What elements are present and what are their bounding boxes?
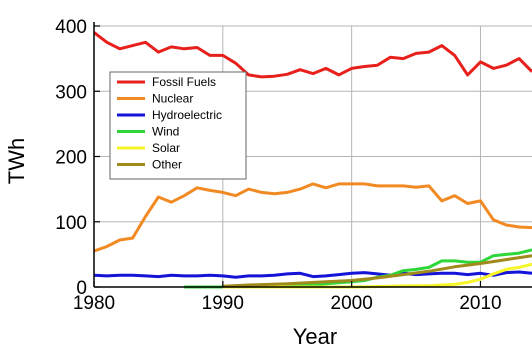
plot-frame [93, 22, 532, 288]
legend-label: Fossil Fuels [152, 75, 216, 89]
series-line-nuclear [93, 182, 532, 253]
series-line-wind [184, 248, 532, 289]
legend-label: Nuclear [152, 92, 193, 106]
series-line-hydroelectric [93, 270, 532, 279]
legend-box [109, 71, 247, 180]
x-tick-labels: 1980 1990 2000 2010 [73, 293, 502, 314]
x-tick-label: 1980 [73, 293, 115, 314]
series-line-fossil-fuels [93, 31, 532, 79]
x-tick-label: 2000 [331, 293, 373, 314]
x-tick-label: 1990 [202, 293, 244, 314]
legend: Fossil Fuels Nuclear Hydroelectric Wind Sola… [109, 71, 247, 180]
legend-label: Wind [152, 125, 179, 139]
y-tick-label: 0 [76, 278, 87, 299]
legend-label: Other [152, 158, 182, 172]
x-axis-label: Year [293, 324, 337, 349]
legend-label: Solar [152, 141, 180, 155]
y-tick-label: 400 [55, 17, 87, 38]
series-line-other [222, 254, 532, 288]
y-tick-label: 300 [55, 82, 87, 103]
y-axis-label: TWh [4, 138, 29, 184]
y-tick-labels: 0 100 200 300 400 [55, 17, 87, 299]
x-tick-label: 2010 [459, 293, 501, 314]
y-tick-label: 100 [55, 213, 87, 234]
y-tick-label: 200 [55, 148, 87, 169]
legend-label: Hydroelectric [152, 108, 222, 122]
